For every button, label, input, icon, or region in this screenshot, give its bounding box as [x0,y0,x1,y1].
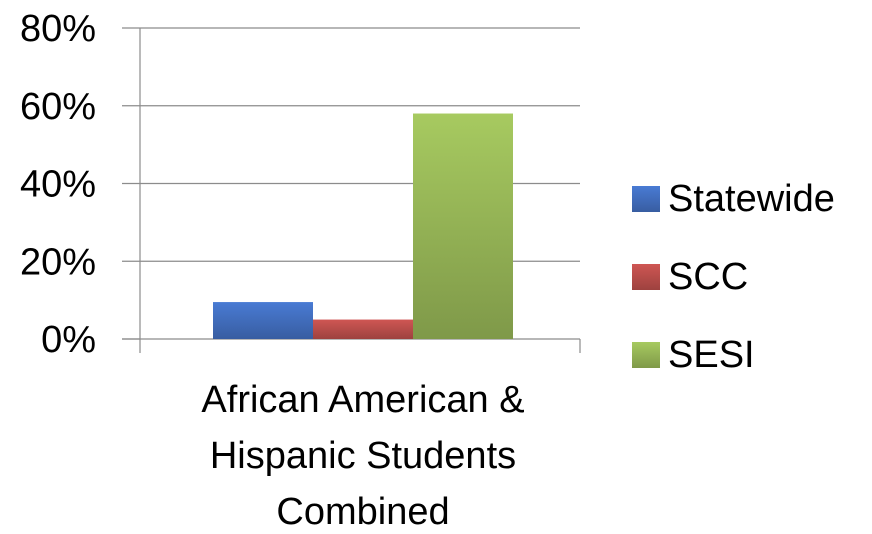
legend-swatch-scc [632,264,660,290]
y-tick-label: 20% [20,241,96,283]
y-tick-label: 0% [41,319,96,361]
y-tick-label: 40% [20,164,96,206]
bars [213,113,513,340]
legend: Statewide SCC SESI [632,178,835,376]
gridlines [140,27,580,262]
legend-swatch-statewide [632,186,660,212]
y-tick-label: 80% [20,8,96,50]
legend-swatch-sesi [632,342,660,368]
category-label-line: African American & [201,379,524,421]
legend-label-scc: SCC [668,256,748,298]
y-tick-labels: 0% 20% 40% 60% 80% [20,8,96,361]
category-labels: African American & Hispanic Students Combi… [201,379,524,533]
category-label-line: Combined [276,491,449,533]
legend-label-sesi: SESI [668,334,755,376]
y-tick-label: 60% [20,86,96,128]
category-label-line: Hispanic Students [210,435,516,477]
bar-statewide [213,302,313,339]
bar-sesi [413,113,513,340]
legend-label-statewide: Statewide [668,178,835,220]
bar-scc [313,319,413,339]
